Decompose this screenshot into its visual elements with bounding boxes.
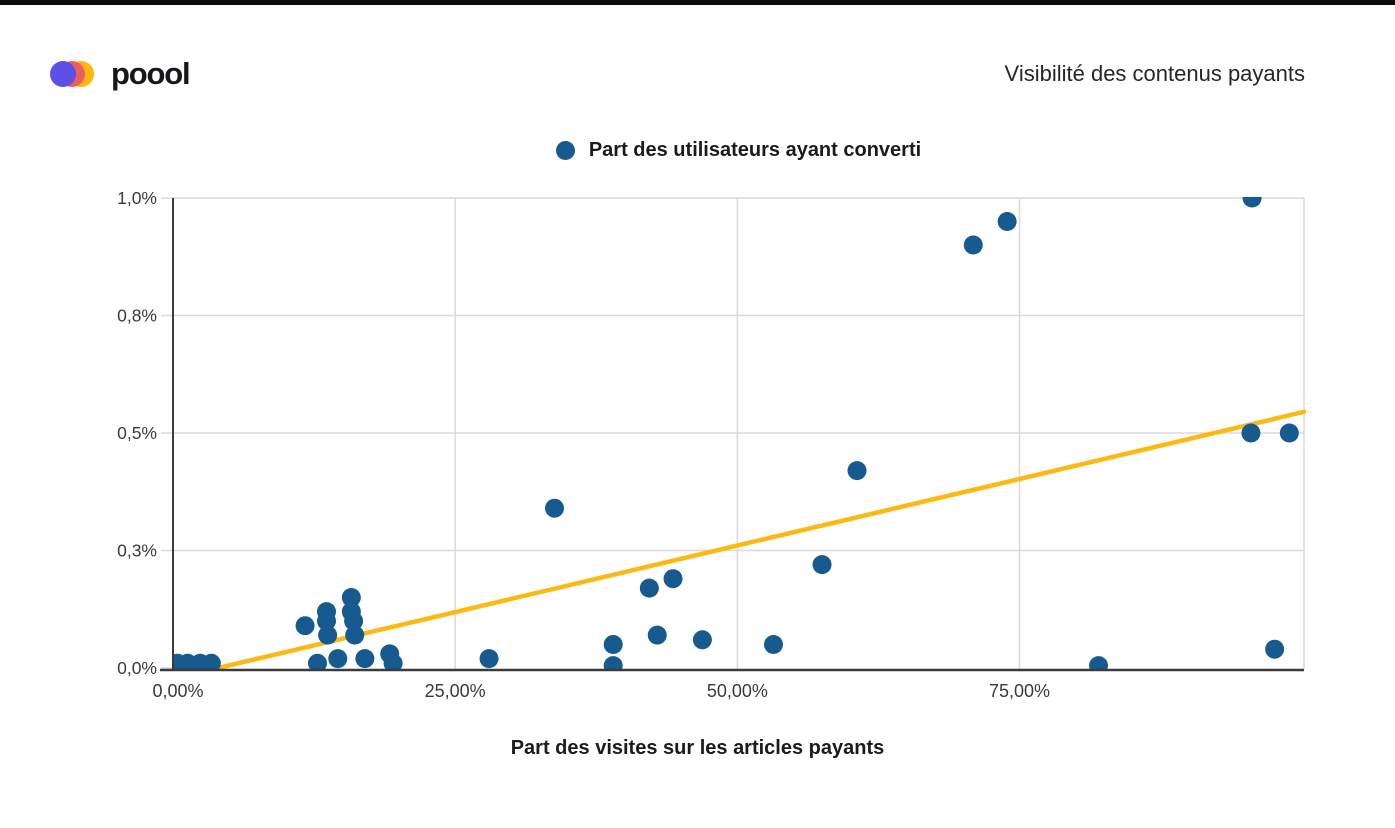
legend-marker-icon: [555, 141, 575, 160]
points-group: [172, 197, 1299, 670]
data-point: [603, 635, 623, 654]
gridlines: [161, 197, 1305, 670]
data-point: [344, 611, 364, 631]
logo-purple-circle: [50, 61, 76, 87]
data-point: [201, 653, 221, 670]
poool-logo-icon: [50, 61, 96, 87]
data-point: [295, 616, 315, 636]
axes: [160, 198, 1304, 672]
data-point: [763, 635, 783, 654]
data-point: [355, 649, 375, 669]
data-point: [328, 649, 348, 669]
axis-tick-labels: 0,0% 0,3% 0,5% 0,8% 1,0% 0,00% 25,00% 50,00% 75,…: [117, 188, 1050, 701]
data-point: [663, 569, 683, 589]
page-title: Visibilité des contenus payants: [1004, 61, 1305, 86]
data-point: [1265, 639, 1285, 659]
y-tick-label: 0,0%: [117, 658, 157, 678]
y-tick-label: 0,3%: [117, 541, 157, 561]
data-point: [963, 235, 983, 255]
data-point: [1242, 197, 1262, 208]
data-point: [383, 653, 403, 670]
data-point: [1279, 423, 1299, 443]
x-tick-label: 50,00%: [707, 681, 768, 701]
trend-line-group: [215, 409, 1306, 670]
data-point: [603, 656, 623, 670]
data-point: [639, 578, 659, 598]
data-point: [647, 625, 667, 645]
logo-wordmark: poool: [111, 56, 191, 91]
x-tick-label: 25,00%: [425, 681, 486, 701]
data-point: [341, 588, 361, 607]
data-point: [1089, 656, 1109, 670]
top-border-bar: [0, 0, 1395, 5]
data-point: [847, 461, 867, 481]
data-point: [997, 212, 1017, 231]
data-point: [1241, 423, 1261, 443]
data-point: [318, 625, 338, 645]
poool-logo: poool: [50, 56, 191, 92]
data-point: [692, 630, 712, 650]
chart-legend: Part des utilisateurs ayant converti: [173, 139, 1304, 162]
legend-label: Part des utilisateurs ayant converti: [588, 139, 922, 161]
x-axis-title: Part des visites sur les articles payant…: [510, 737, 885, 759]
data-point: [345, 625, 365, 645]
data-point: [317, 611, 337, 631]
y-tick-label: 0,5%: [117, 423, 157, 443]
trend-line: [215, 409, 1306, 670]
data-point: [812, 555, 832, 575]
y-tick-label: 0,8%: [117, 306, 157, 326]
y-tick-label: 1,0%: [117, 188, 157, 208]
data-point: [545, 498, 565, 518]
data-point: [479, 649, 499, 669]
x-tick-label: 75,00%: [989, 681, 1050, 701]
data-point: [307, 653, 327, 670]
x-tick-label: 0,00%: [152, 681, 203, 701]
